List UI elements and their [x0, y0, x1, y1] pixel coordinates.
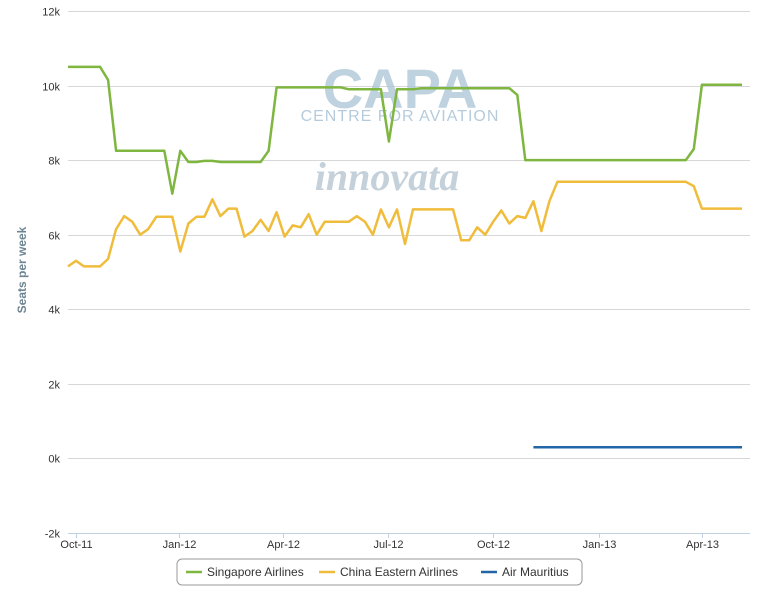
y-tick-label: 0k	[48, 454, 60, 466]
x-tick-label: Jan-12	[163, 539, 197, 551]
x-tick-label: Jul-12	[374, 539, 404, 551]
x-tick-label: Jan-13	[583, 539, 617, 551]
gridlines	[68, 11, 750, 534]
y-tick-label: 12k	[42, 7, 60, 19]
series-lines	[67, 65, 742, 449]
y-tick-label: 8k	[48, 156, 60, 168]
series-line	[68, 65, 742, 195]
x-tick-label: Oct-11	[60, 539, 92, 551]
legend-label: Air Mauritius	[502, 565, 569, 579]
watermark: CAPA CENTRE FOR AVIATION innovata	[301, 57, 500, 199]
legend-box	[176, 558, 583, 586]
y-tick-label: 6k	[48, 231, 60, 243]
legend-label: Singapore Airlines	[207, 565, 304, 579]
x-axis-ticks: Oct-11 Jan-12 Apr-12 Jul-12 Oct-12 Jan-13 Apr-…	[60, 533, 750, 551]
x-tick-label: Oct-12	[477, 539, 510, 551]
y-axis-label: Seats per week	[15, 226, 29, 313]
y-tick-label: 2k	[48, 380, 60, 392]
y-tick-label: 10k	[42, 82, 60, 94]
watermark-innovata: innovata	[315, 154, 459, 199]
y-axis-ticks: -2k 0k 2k 4k 6k 8k 10k 12k	[42, 7, 60, 541]
x-tick-label: Apr-13	[686, 539, 719, 551]
watermark-capa-subtitle: CENTRE FOR AVIATION	[301, 108, 500, 125]
y-tick-label: 4k	[48, 305, 60, 317]
y-tick-label: -2k	[45, 529, 61, 541]
x-tick-label: Apr-12	[267, 539, 300, 551]
series-line	[67, 180, 742, 268]
legend-label: China Eastern Airlines	[340, 565, 458, 579]
legend: Singapore Airlines China Eastern Airlines…	[176, 558, 583, 586]
